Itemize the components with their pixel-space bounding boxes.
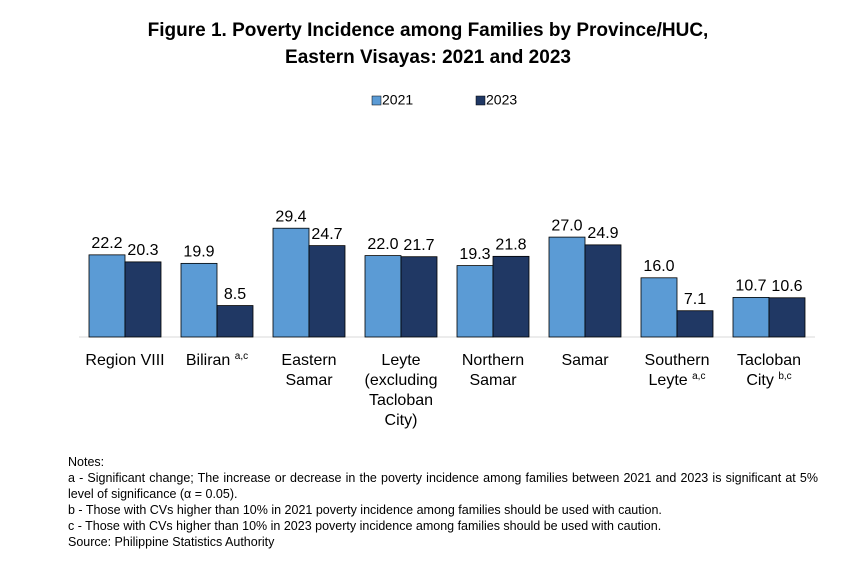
notes-heading: Notes: <box>68 455 105 469</box>
value-label: 10.6 <box>771 278 802 295</box>
bar <box>548 236 586 338</box>
bar <box>676 310 714 338</box>
value-label: 19.9 <box>183 244 214 261</box>
value-label: 19.3 <box>459 246 490 263</box>
bar <box>308 245 346 338</box>
bar <box>456 265 494 338</box>
x-tick-label: Northern Samar <box>445 351 541 391</box>
x-tick-label: Eastern Samar <box>261 351 357 391</box>
category-note: b,c <box>778 371 792 382</box>
bar <box>216 305 254 338</box>
chart-title: Figure 1. Poverty Incidence among Famili… <box>148 20 709 41</box>
category-note: a,c <box>234 351 249 362</box>
value-label: 24.7 <box>311 226 342 243</box>
value-label: 24.9 <box>587 225 618 242</box>
legend-swatch <box>475 95 486 106</box>
bar <box>364 255 402 338</box>
x-tick-label: Tacloban City b,c <box>721 351 817 391</box>
bar <box>124 261 162 338</box>
x-tick-label: Biliran a,c <box>169 351 265 371</box>
chart-title: Eastern Visayas: 2021 and 2023 <box>285 47 571 68</box>
value-label: 22.0 <box>367 236 398 253</box>
bar <box>584 244 622 338</box>
category-name: Southern Leyte <box>644 352 710 389</box>
x-tick-label: Southern Leyte a,c <box>629 351 725 391</box>
value-label: 8.5 <box>224 286 246 303</box>
legend-label: 2023 <box>486 92 517 108</box>
category-name: Tacloban City <box>736 352 802 389</box>
note: a - Significant change; The increase or … <box>68 471 818 501</box>
bar <box>180 262 218 338</box>
category-name: Samar <box>561 352 609 369</box>
chart: Figure 1. Poverty Incidence among Famili… <box>79 20 815 338</box>
category-name: Leyte (excluding Tacloban City) <box>364 352 438 429</box>
bar <box>400 256 438 338</box>
value-label: 22.2 <box>91 235 122 252</box>
bar <box>272 227 310 338</box>
value-label: 29.4 <box>275 208 306 225</box>
value-label: 21.8 <box>495 237 526 254</box>
value-label: 16.0 <box>643 258 674 275</box>
legend-label: 2021 <box>382 92 413 108</box>
note: c - Those with CVs higher than 10% in 20… <box>68 519 662 533</box>
category-name: Eastern Samar <box>281 352 337 389</box>
bar <box>732 297 770 338</box>
category-name: Region VIII <box>85 352 165 369</box>
legend-swatch <box>371 95 382 106</box>
notes: Notes: a - Significant change; The incre… <box>68 454 818 550</box>
x-tick-label: Samar <box>537 351 633 371</box>
value-label: 27.0 <box>551 217 582 234</box>
source: Source: Philippine Statistics Authority <box>68 535 275 549</box>
value-label: 20.3 <box>127 242 158 259</box>
value-label: 21.7 <box>403 237 434 254</box>
bar <box>640 277 678 338</box>
category-name: Biliran <box>185 352 231 369</box>
value-label: 10.7 <box>735 278 766 295</box>
bar <box>768 297 806 338</box>
x-tick-label: Leyte (excluding Tacloban City) <box>353 351 449 431</box>
x-tick-label: Region VIII <box>77 351 173 371</box>
category-note: a,c <box>692 371 706 382</box>
note: b - Those with CVs higher than 10% in 20… <box>68 503 662 517</box>
category-name: Northern Samar <box>461 352 525 389</box>
bar <box>492 255 530 338</box>
value-label: 7.1 <box>684 291 706 308</box>
bar <box>88 254 126 338</box>
